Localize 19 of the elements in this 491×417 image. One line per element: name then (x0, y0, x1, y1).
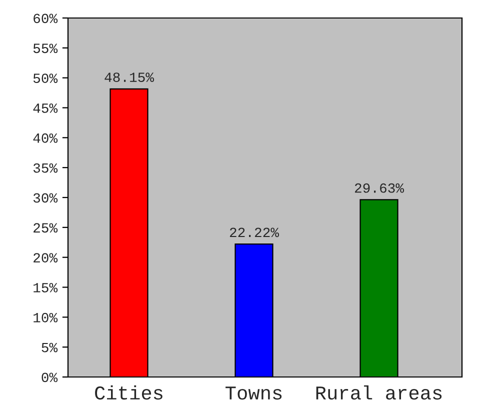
y-tick-label: 10% (34, 312, 58, 322)
y-tick-label: 30% (33, 193, 58, 203)
x-tick-label: Cities (95, 385, 162, 400)
y-tick-label: 25% (34, 223, 58, 233)
y-tick-label: 20% (34, 253, 58, 263)
y-tick-label: 0% (42, 372, 58, 382)
y-tick-label: 45% (33, 104, 58, 113)
y-tick-label: 35% (33, 163, 58, 173)
y-tick-label: 55% (33, 44, 58, 54)
data-label: 22.22% (230, 228, 280, 238)
y-tick-label: 15% (34, 283, 58, 292)
x-tick-label: Rural areas (316, 385, 442, 400)
x-tick-label: Towns (226, 386, 282, 400)
y-tick-label: 40% (33, 133, 58, 143)
y-tick-label: 60% (34, 14, 58, 24)
y-tick-label: 50% (33, 74, 58, 84)
data-label: 29.63% (354, 183, 404, 193)
y-tick-label: 5% (42, 342, 58, 352)
data-label: 48.15% (104, 72, 154, 82)
